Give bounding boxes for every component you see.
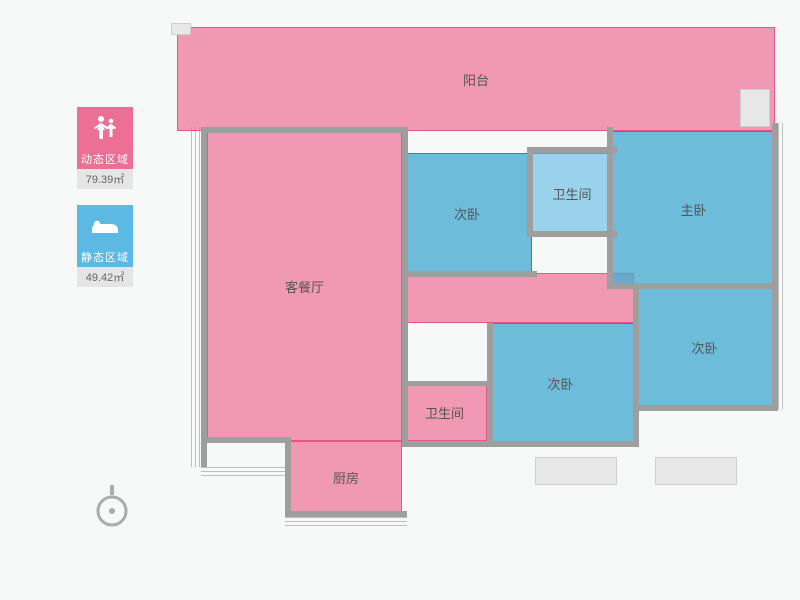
wall [402, 271, 537, 277]
wall [402, 381, 492, 386]
room-bath_top: 卫生间 [532, 153, 612, 233]
room-label: 阳台 [463, 70, 489, 89]
legend-dynamic-title: 动态区域 [77, 149, 133, 169]
column [740, 89, 770, 127]
wall [633, 405, 778, 411]
floorplan-canvas: 动态区域 79.39㎡ 静态区域 49.42㎡ 阳台客餐厅次卧卫生间主卧次卧次卧… [0, 0, 800, 600]
room-bed2_br: 次卧 [634, 287, 775, 407]
room-label: 次卧 [691, 338, 717, 357]
room-bed2_top: 次卧 [402, 153, 532, 273]
wall [402, 127, 408, 447]
room-living: 客餐厅 [207, 131, 402, 441]
legend-static: 静态区域 49.42㎡ [77, 205, 133, 287]
wall [201, 437, 291, 443]
wall-hatch [191, 127, 201, 467]
room-label: 次卧 [454, 204, 480, 223]
wall [201, 127, 207, 467]
wall [285, 511, 407, 517]
wall [772, 123, 778, 409]
wall [527, 147, 617, 153]
wall-hatch [285, 517, 407, 527]
legend-static-title: 静态区域 [77, 247, 133, 267]
room-balcony: 阳台 [177, 27, 775, 131]
wall [487, 441, 637, 447]
room-label: 客餐厅 [285, 277, 324, 296]
floorplan: 阳台客餐厅次卧卫生间主卧次卧次卧卫生间厨房 [177, 27, 775, 572]
legend-static-value: 49.42㎡ [77, 267, 133, 287]
wall [201, 127, 407, 133]
wall [402, 441, 492, 447]
wall [607, 283, 777, 289]
people-icon [77, 107, 133, 149]
sleep-icon [77, 205, 133, 247]
wall [527, 147, 533, 237]
legend-dynamic-value: 79.39㎡ [77, 169, 133, 189]
wall [527, 231, 617, 237]
room-label: 卫生间 [552, 184, 591, 203]
wall-hatch [778, 123, 786, 409]
column [535, 457, 617, 485]
room-bed2_bot: 次卧 [487, 323, 634, 443]
room-corridor [402, 273, 634, 323]
room-kitchen: 厨房 [290, 441, 402, 513]
wall [633, 287, 639, 447]
compass-icon [93, 485, 131, 529]
column [171, 23, 191, 35]
wall [285, 437, 291, 517]
wall-hatch [201, 467, 285, 477]
room-label: 主卧 [680, 200, 706, 219]
room-label: 厨房 [333, 468, 359, 487]
room-bath_bot: 卫生间 [402, 383, 487, 441]
column [655, 457, 737, 485]
room-label: 卫生间 [425, 403, 464, 422]
room-label: 次卧 [547, 374, 573, 393]
legend-dynamic: 动态区域 79.39㎡ [77, 107, 133, 189]
room-master: 主卧 [612, 131, 775, 287]
